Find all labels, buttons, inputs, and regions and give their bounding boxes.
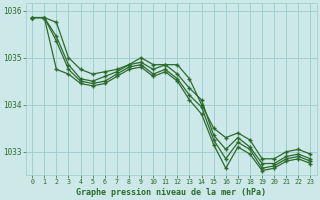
X-axis label: Graphe pression niveau de la mer (hPa): Graphe pression niveau de la mer (hPa) [76, 188, 266, 197]
